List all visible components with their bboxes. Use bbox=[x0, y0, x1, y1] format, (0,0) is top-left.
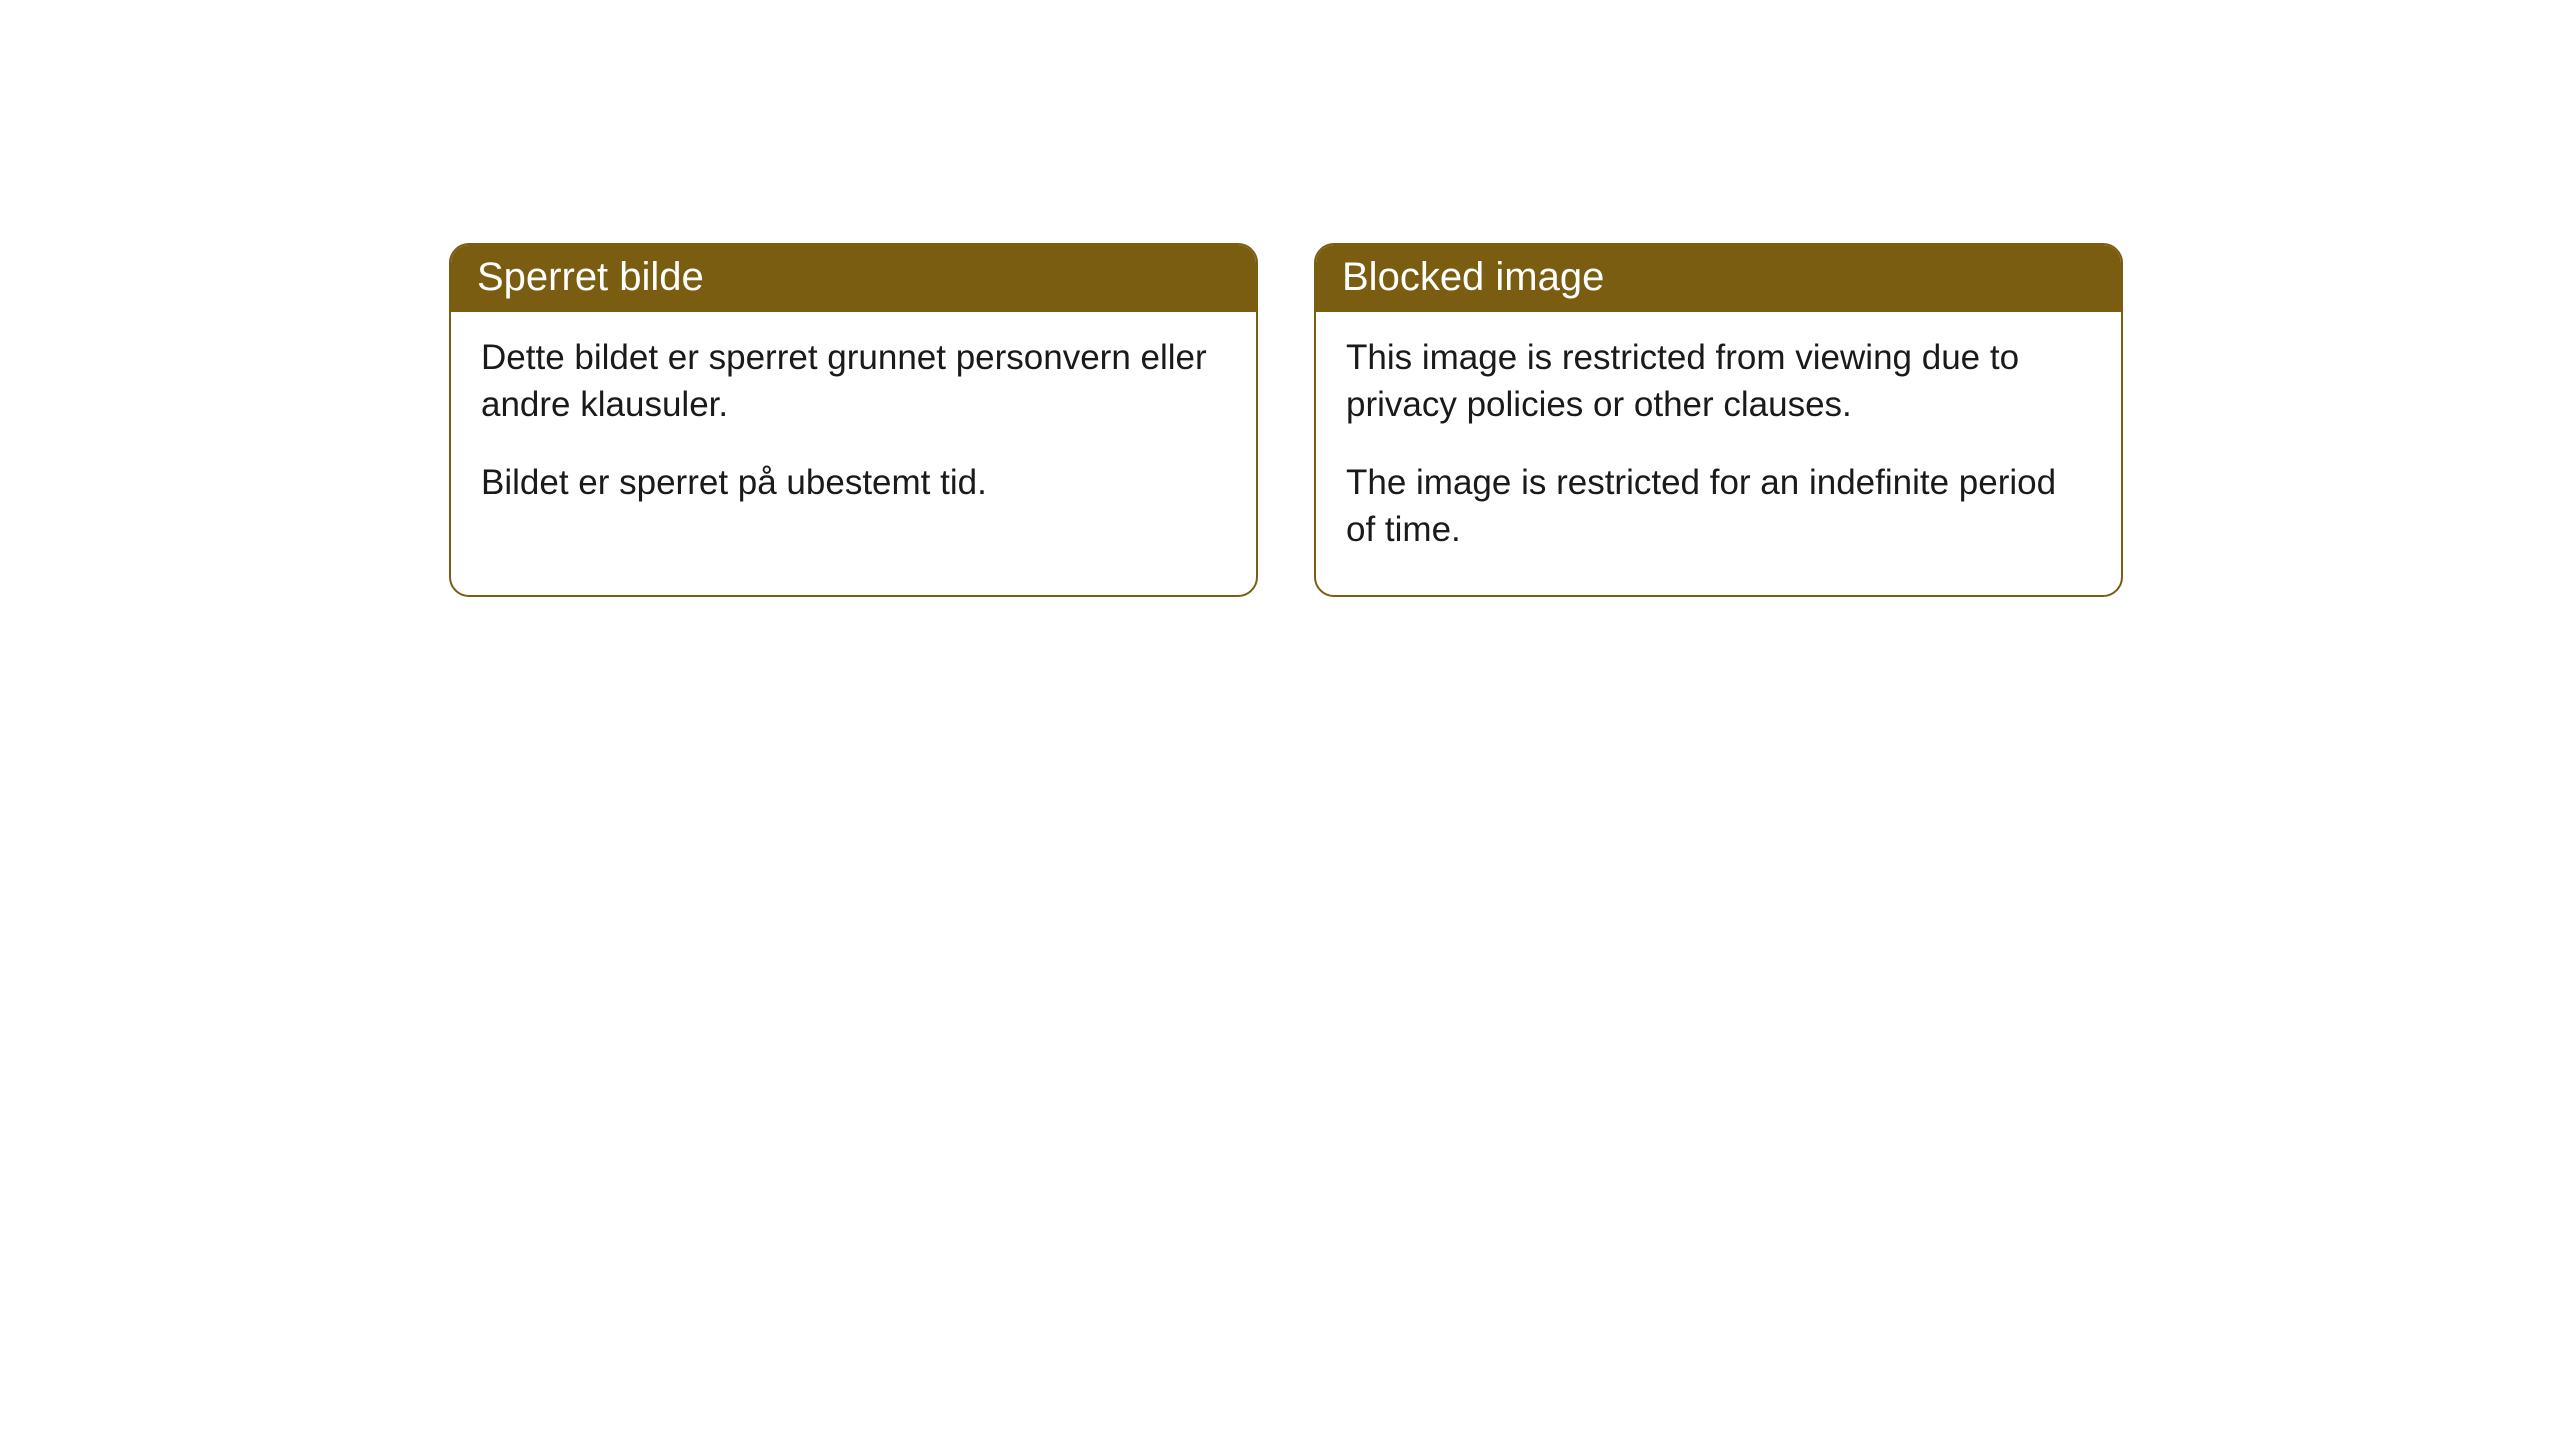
card-paragraph-1: Dette bildet er sperret grunnet personve… bbox=[481, 334, 1226, 429]
card-header: Blocked image bbox=[1316, 245, 2121, 312]
card-paragraph-1: This image is restricted from viewing du… bbox=[1346, 334, 2091, 429]
card-body: Dette bildet er sperret grunnet personve… bbox=[451, 312, 1256, 548]
card-title: Sperret bilde bbox=[477, 255, 704, 299]
card-header: Sperret bilde bbox=[451, 245, 1256, 312]
notice-cards-container: Sperret bilde Dette bildet er sperret gr… bbox=[0, 0, 2560, 597]
blocked-image-card-norwegian: Sperret bilde Dette bildet er sperret gr… bbox=[449, 243, 1258, 597]
card-title: Blocked image bbox=[1342, 255, 1604, 299]
card-body: This image is restricted from viewing du… bbox=[1316, 312, 2121, 595]
card-paragraph-2: The image is restricted for an indefinit… bbox=[1346, 459, 2091, 554]
blocked-image-card-english: Blocked image This image is restricted f… bbox=[1314, 243, 2123, 597]
card-paragraph-2: Bildet er sperret på ubestemt tid. bbox=[481, 459, 1226, 506]
